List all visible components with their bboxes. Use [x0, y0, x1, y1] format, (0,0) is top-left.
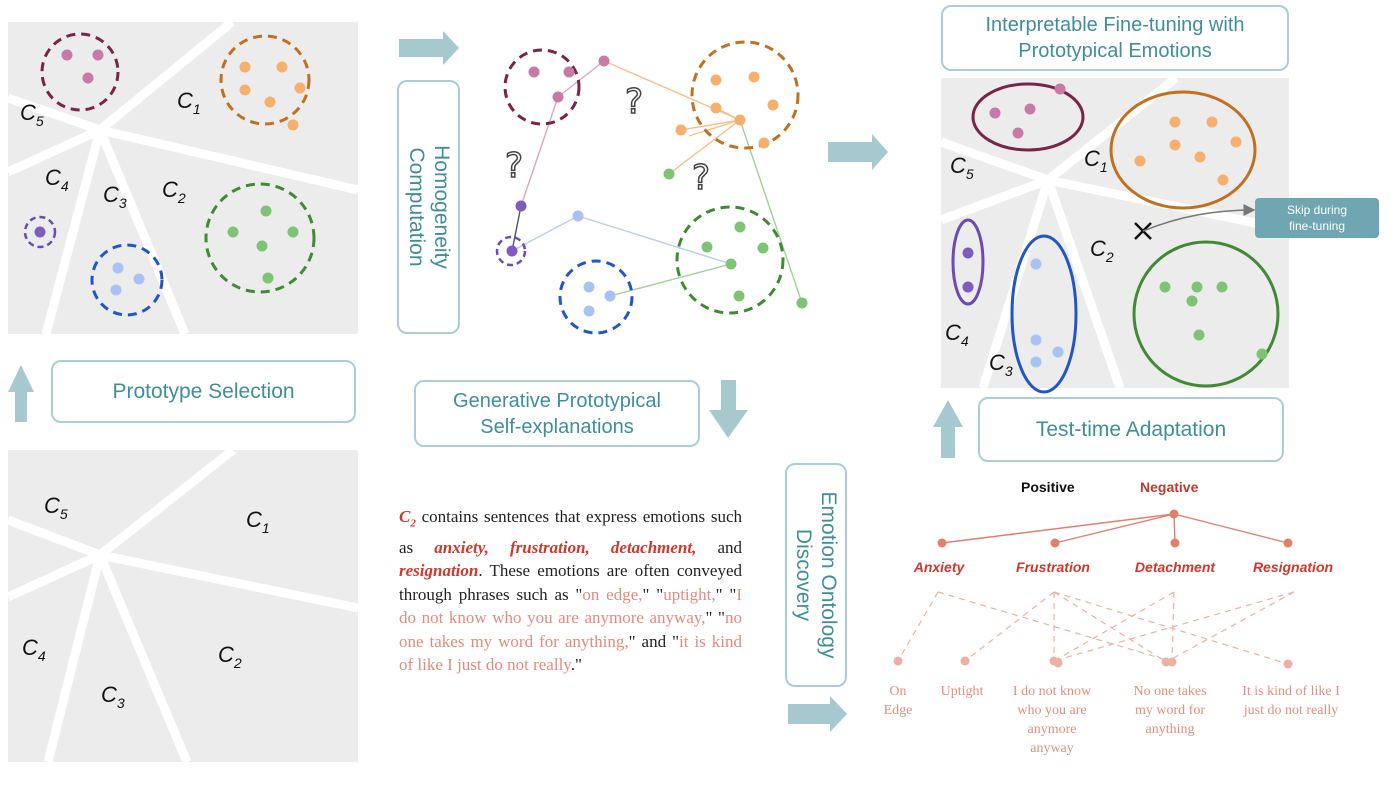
- label-c5-bottom: C5: [44, 493, 68, 522]
- cluster-c3-right: [1010, 234, 1078, 394]
- arrow-up-left: [8, 365, 34, 422]
- leaf-on-edge: On Edge: [883, 684, 913, 718]
- label-positive: Positive: [1021, 479, 1075, 495]
- question-mark-2: ?: [505, 146, 523, 186]
- emotion-ontology-discovery-label: Emotion Ontology Discovery: [785, 463, 847, 687]
- emotions-highlight-2: resignation: [399, 561, 479, 581]
- interpretable-fine-tuning-label: Interpretable Fine-tuning with Prototypi…: [941, 5, 1289, 71]
- label-negative: Negative: [1140, 479, 1199, 495]
- label-c3-top: C3: [103, 182, 127, 211]
- question-mark-1: ?: [625, 82, 643, 122]
- top-right-panel: C5 C1 C2 C4 C3: [939, 74, 1290, 394]
- emotion-anxiety: Anxiety: [913, 559, 966, 575]
- cluster-c4-right: [951, 218, 985, 306]
- arrow-right-top: [399, 31, 459, 65]
- explanation-cluster: C2: [399, 507, 416, 530]
- generative-line2: Self-explanations: [480, 415, 634, 438]
- emotions-highlight-1: anxiety, frustration, detachment,: [434, 537, 697, 557]
- cluster-c5-right: [971, 82, 1085, 152]
- homogeneity-computation-label: Homogeneity Computation: [397, 80, 460, 334]
- label-c2-bottom: C2: [218, 642, 242, 671]
- cluster-c3-top: [90, 243, 164, 317]
- generative-self-explanations-label: Generative Prototypical Self-explanation…: [414, 380, 700, 447]
- skip-arrow: [1142, 204, 1256, 232]
- cluster-c1-top: [219, 34, 311, 131]
- label-c5-top: C5: [20, 100, 44, 129]
- label-c5-right: C5: [950, 153, 974, 182]
- homogeneity-line1: Homogeneity: [429, 145, 453, 269]
- prototype-selection-label: Prototype Selection: [51, 360, 356, 423]
- cluster-c5-graph: [503, 48, 581, 126]
- leaf-i-do-not-know: I do not know who you are anymore anyway: [1012, 684, 1092, 756]
- bottom-left-panel: C5 C1 C4 C2 C3: [6, 446, 359, 764]
- arrow-down-middle: [709, 380, 748, 438]
- skip-line1: Skip during: [1286, 203, 1348, 217]
- phrase-5: it is kind of like I just do not really: [399, 631, 742, 675]
- cluster-c4-top: [23, 215, 57, 249]
- test-time-adaptation-label: Test-time Adaptation: [978, 397, 1284, 462]
- test-time-text: Test-time Adaptation: [1035, 417, 1227, 441]
- generative-line1: Generative Prototypical: [453, 389, 661, 412]
- cluster-c2-top: [204, 182, 316, 294]
- skip-during-fine-tuning-box: Skip during fine-tuning: [1255, 198, 1379, 238]
- leaf-kind-of-like: It is kind of like I just do not really: [1242, 684, 1340, 718]
- prototype-selection-text: Prototype Selection: [112, 379, 295, 403]
- self-explanation-paragraph: C2 contains sentences that express emoti…: [399, 507, 742, 675]
- emotion-frustration: Frustration: [1016, 559, 1090, 575]
- ontology-line2: Discovery: [792, 528, 815, 622]
- homogeneity-computation-text: Homogeneity Computation: [404, 145, 454, 269]
- label-c4-top: C4: [45, 165, 69, 194]
- homogeneity-line2: Computation: [404, 147, 428, 267]
- label-c4-right: C4: [945, 320, 969, 349]
- homogeneity-graph: ? ? ?: [495, 40, 808, 335]
- flow-arrows: [8, 31, 963, 732]
- phrase-2: uptight,: [663, 584, 716, 604]
- emotion-detachment: Detachment: [1135, 559, 1216, 575]
- phrase-1: on edge,: [582, 584, 643, 604]
- arrow-up-right: [933, 400, 963, 458]
- cluster-c2-right: [1132, 240, 1280, 388]
- emotion-resignation: Resignation: [1253, 559, 1333, 575]
- phrase-4: no one takes my word for anything,: [399, 608, 742, 651]
- emotion-ontology-text: Emotion Ontology Discovery: [791, 492, 841, 659]
- arrow-right-middle: [828, 134, 888, 170]
- interpretable-line2: Prototypical Emotions: [1018, 40, 1212, 62]
- cluster-c2-graph: [675, 205, 785, 315]
- ontology-tree: Positive Negative Anxiety Frustration De…: [893, 479, 1333, 669]
- ontology-line1: Emotion Ontology: [817, 491, 840, 659]
- label-c4-bottom: C4: [22, 635, 46, 664]
- leaf-uptight: Uptight: [940, 684, 984, 699]
- interpretable-line1: Interpretable Fine-tuning with: [985, 14, 1245, 36]
- label-c1-top: C1: [177, 88, 201, 117]
- label-c3-right: C3: [989, 350, 1013, 379]
- phrase-3: I do not know who you are anymore anyway…: [399, 584, 742, 628]
- cluster-c3-graph: [558, 259, 634, 335]
- label-c2-top: C2: [162, 177, 186, 206]
- skip-line2: fine-tuning: [1288, 219, 1346, 233]
- cluster-c1-right: [1109, 90, 1257, 210]
- cluster-c4-graph: [495, 235, 527, 267]
- question-mark-3: ?: [692, 158, 710, 198]
- top-left-panel: C5 C1 C4 C3 C2: [6, 18, 360, 336]
- label-c1-right: C1: [1084, 146, 1108, 175]
- label-c1-bottom: C1: [246, 507, 270, 536]
- cluster-c5-top: [40, 32, 120, 112]
- label-c3-bottom: C3: [101, 682, 125, 711]
- leaf-no-one-takes: No one takes my word for anything: [1133, 684, 1207, 737]
- cluster-c1-graph: [690, 40, 800, 150]
- arrow-right-bottom: [788, 696, 847, 732]
- label-c2-right: C2: [1090, 236, 1114, 265]
